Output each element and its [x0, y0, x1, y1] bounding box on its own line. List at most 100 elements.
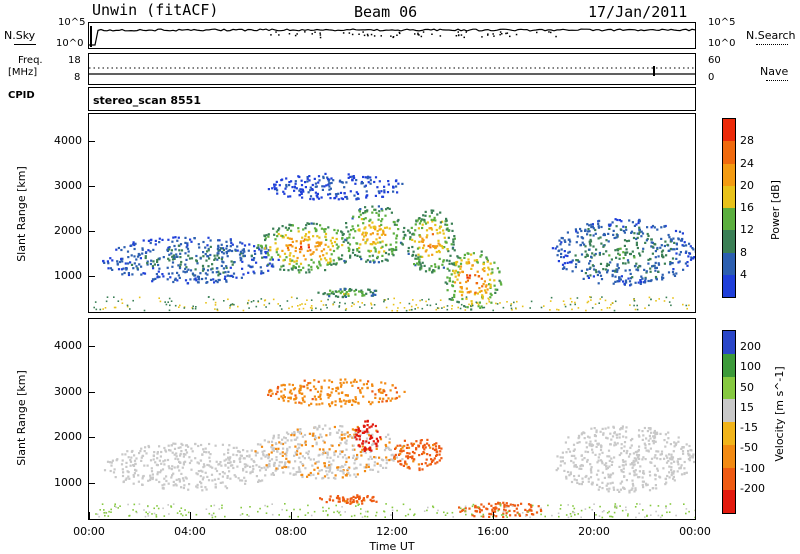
range-gate-cell [366, 420, 369, 423]
range-gate-cell [202, 466, 205, 469]
range-gate-cell [126, 470, 129, 473]
range-gate-cell [166, 248, 169, 251]
range-gate-cell [499, 503, 501, 505]
range-gate-cell [223, 459, 226, 462]
range-gate-cell [300, 184, 304, 187]
range-gate-cell [334, 263, 338, 266]
range-gate-cell [260, 272, 263, 275]
range-gate-cell [358, 497, 361, 500]
range-gate-cell [185, 246, 188, 249]
range-gate-cell [416, 257, 419, 260]
range-gate-cell [655, 300, 657, 302]
range-gate-cell [309, 471, 312, 475]
range-gate-cell [371, 468, 374, 471]
range-gate-cell [129, 459, 132, 462]
range-gate-cell [601, 511, 604, 513]
echo-region [354, 419, 382, 453]
range-gate-cell [143, 450, 146, 453]
range-gate-cell [687, 449, 690, 453]
range-gate-cell [668, 476, 671, 479]
range-gate-cell [204, 447, 207, 450]
range-gate-cell [120, 298, 123, 301]
range-gate-cell [332, 262, 335, 265]
range-gate-cell [326, 178, 330, 181]
range-gate-cell [133, 262, 136, 265]
range-gate-cell [290, 237, 293, 240]
range-gate-cell [366, 428, 369, 431]
range-gate-cell [355, 456, 359, 459]
range-gate-cell [294, 401, 297, 404]
range-gate-cell [307, 473, 310, 476]
range-gate-cell [315, 185, 318, 188]
range-gate-cell [413, 233, 416, 236]
range-gate-cell [196, 461, 199, 464]
range-gate-cell [170, 249, 173, 252]
range-gate-cell [333, 301, 336, 303]
range-gate-cell [149, 239, 152, 242]
range-gate-cell [405, 463, 408, 466]
range-gate-cell [633, 232, 636, 235]
range-gate-cell [270, 446, 273, 449]
range-gate-cell [221, 443, 224, 446]
range-gate-cell [326, 293, 329, 296]
range-gate-cell [345, 460, 348, 463]
range-gate-cell [299, 388, 302, 392]
range-gate-cell [479, 255, 482, 258]
range-gate-cell [607, 476, 610, 479]
range-gate-cell [374, 228, 377, 231]
range-gate-cell [182, 455, 185, 458]
range-gate-cell [464, 306, 467, 308]
range-gate-cell [224, 515, 226, 518]
range-gate-cell [620, 427, 623, 430]
range-gate-cell [636, 476, 640, 479]
range-gate-cell [485, 291, 488, 294]
range-gate-cell [615, 433, 618, 436]
range-gate-cell [619, 505, 621, 507]
x-tick [190, 512, 191, 519]
range-gate-cell [211, 479, 214, 482]
range-gate-cell [170, 476, 173, 479]
range-gate-cell [633, 256, 636, 259]
range-gate-cell [311, 183, 314, 187]
range-gate-cell [329, 192, 332, 196]
range-gate-cell [560, 252, 563, 255]
range-gate-cell [367, 441, 370, 444]
range-gate-cell [466, 291, 469, 294]
range-gate-cell [269, 258, 272, 261]
range-gate-cell [310, 265, 313, 268]
range-gate-cell [184, 271, 187, 274]
range-gate-cell [369, 243, 372, 246]
range-gate-cell [263, 439, 266, 442]
range-gate-cell [647, 258, 650, 261]
range-gate-cell [364, 184, 367, 187]
range-gate-cell [418, 246, 421, 249]
range-gate-cell [217, 239, 220, 242]
range-gate-cell [358, 495, 361, 498]
range-gate-cell [433, 457, 436, 460]
range-gate-cell [135, 265, 138, 268]
range-gate-cell [356, 425, 359, 429]
range-gate-cell [574, 266, 577, 269]
range-gate-cell [275, 187, 278, 190]
range-gate-cell [607, 263, 610, 267]
range-gate-cell [246, 514, 248, 516]
range-gate-cell [558, 239, 561, 242]
range-gate-cell [314, 387, 317, 391]
range-gate-cell [362, 175, 365, 179]
range-gate-cell [294, 445, 297, 448]
range-gate-cell [112, 471, 116, 474]
range-gate-cell [489, 292, 492, 295]
range-gate-cell [434, 265, 437, 268]
range-gate-cell [253, 272, 256, 275]
nave-top-tick: 60 [708, 55, 721, 66]
range-gate-cell [587, 276, 590, 279]
range-gate-cell [168, 259, 171, 262]
range-gate-cell [309, 195, 313, 198]
range-gate-cell [317, 454, 320, 457]
range-gate-cell [344, 292, 347, 295]
range-gate-cell [380, 246, 383, 249]
range-gate-cell [337, 455, 340, 458]
range-gate-cell [622, 225, 625, 228]
range-gate-cell [434, 462, 437, 465]
range-gate-cell [584, 450, 587, 453]
